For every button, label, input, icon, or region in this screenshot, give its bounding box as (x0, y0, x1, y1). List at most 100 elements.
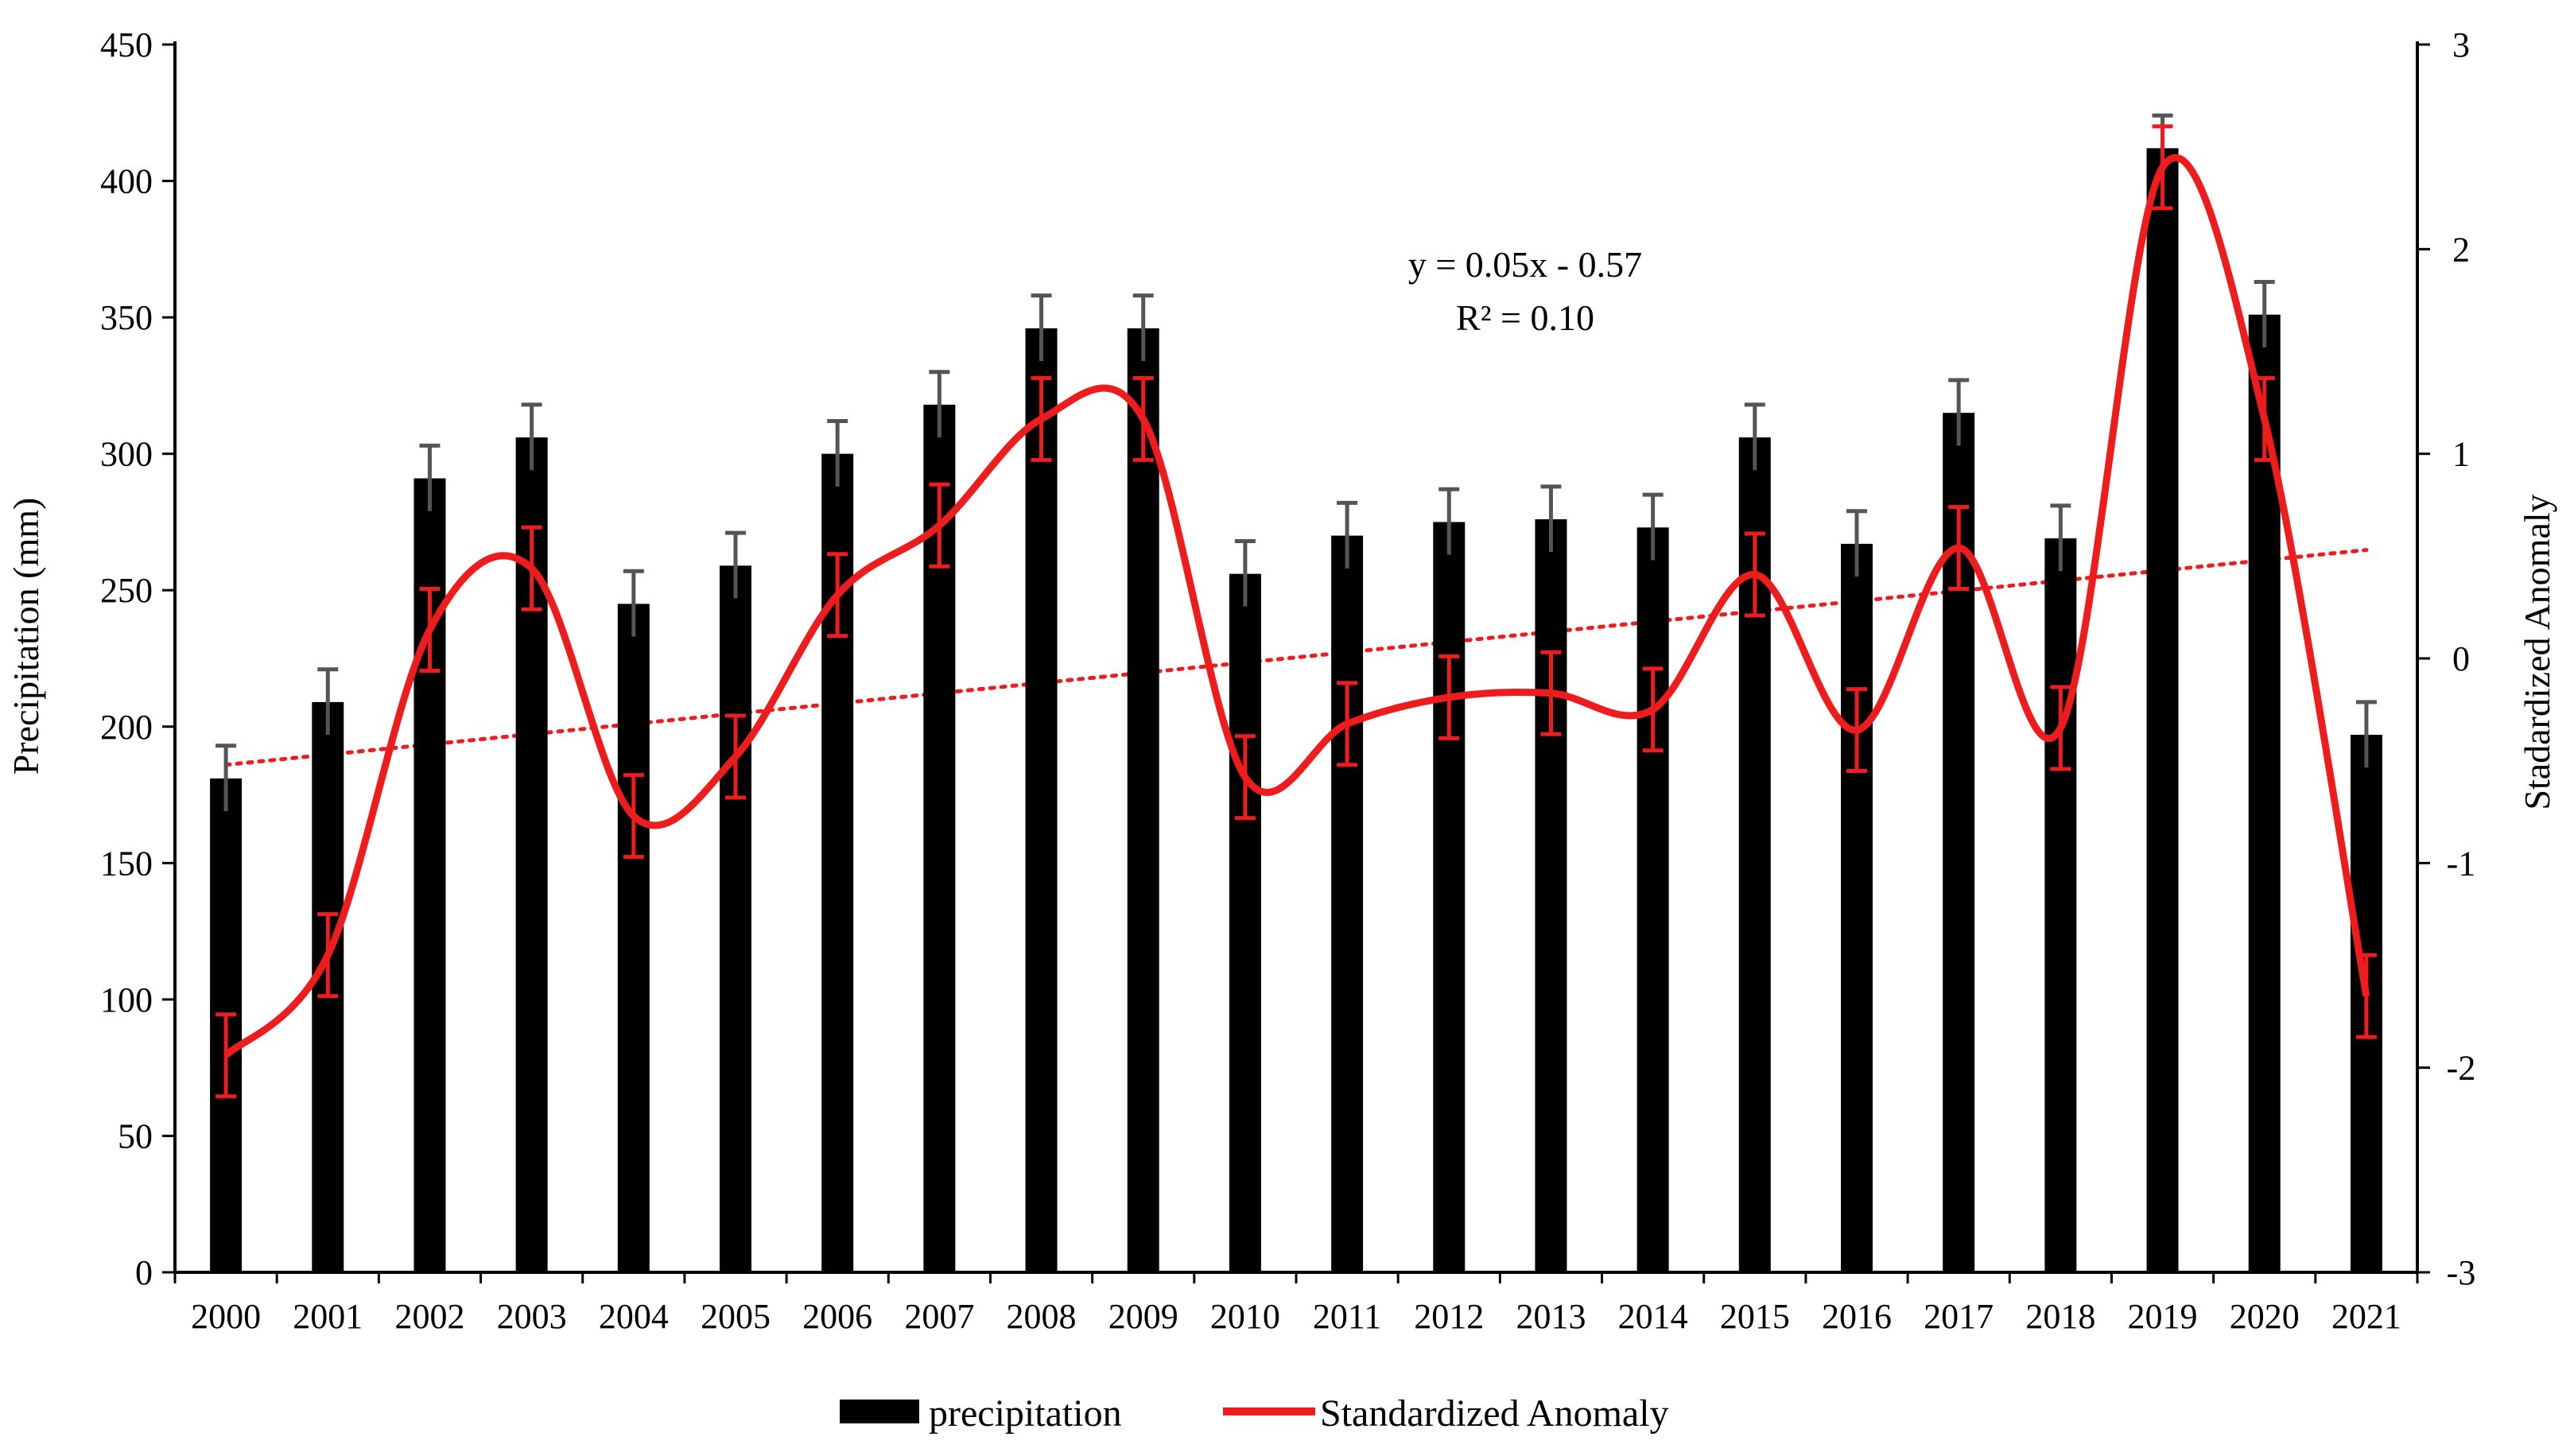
x-tick-label: 2014 (1618, 1297, 1688, 1336)
precipitation-error-bar (419, 443, 441, 511)
anomaly-error-bar (1744, 531, 1765, 618)
precipitation-error-bar (317, 667, 339, 736)
anomaly-error-bar (1948, 505, 1970, 592)
anomaly-error-bar (215, 1012, 237, 1099)
legend: precipitation Standardized Anomaly (840, 1392, 1669, 1435)
anomaly-error-bar (1438, 654, 1460, 740)
y-right-tick-label: 2 (2452, 230, 2470, 269)
x-tick-label: 2016 (1822, 1297, 1892, 1336)
y-left-tick-label: 400 (100, 162, 153, 201)
y-left-tick-label: 300 (100, 435, 153, 474)
x-tick-label: 2004 (599, 1297, 669, 1336)
precipitation-error-bar (1744, 402, 1765, 471)
y-left-tick-label: 450 (100, 25, 153, 64)
precipitation-error-bar (1132, 293, 1154, 362)
x-tick-label: 2011 (1313, 1297, 1381, 1336)
x-tick-label: 2012 (1414, 1297, 1484, 1336)
y-left-tick-label: 0 (135, 1253, 153, 1292)
x-tick-label: 2018 (2025, 1297, 2095, 1336)
anomaly-error-bar (623, 773, 644, 860)
anomaly-error-bar (2355, 953, 2377, 1039)
precipitation-error-bar (929, 370, 950, 438)
x-tick-label: 2005 (701, 1297, 771, 1336)
x-tick-label: 2009 (1108, 1297, 1178, 1336)
precipitation-bar (1025, 328, 1058, 1272)
precipitation-error-bar (725, 530, 746, 599)
anomaly-error-bar (1540, 650, 1562, 736)
precipitation-bar (1127, 328, 1159, 1272)
y-right-tick-label: -3 (2447, 1253, 2476, 1292)
y-left-tick-label: 100 (100, 980, 153, 1019)
x-tick-label: 2020 (2230, 1297, 2300, 1336)
y-left-tick-label: 50 (118, 1116, 153, 1155)
precipitation-error-bar (827, 418, 848, 487)
precipitation-error-bar (1337, 500, 1358, 569)
y-left-tick-label: 350 (100, 298, 153, 337)
precipitation-error-bar (1438, 487, 1460, 555)
precipitation-error-bar (215, 744, 237, 812)
precipitation-error-bar (521, 402, 542, 471)
anomaly-error-bar (521, 525, 542, 612)
precipitation-error-bar (1540, 484, 1562, 553)
trendline-equation: y = 0.05x - 0.57 (1408, 244, 1642, 285)
precipitation-bar (1433, 522, 1466, 1272)
x-tick-label: 2002 (394, 1297, 464, 1336)
legend-anomaly-label: Standardized Anomaly (1320, 1392, 1669, 1435)
precipitation-error-bar (2254, 280, 2275, 347)
y-right-tick-label: -2 (2447, 1049, 2476, 1088)
y-right-tick-label: -1 (2447, 844, 2476, 883)
x-tick-label: 2000 (191, 1297, 261, 1336)
x-tick-label: 2007 (904, 1297, 974, 1336)
anomaly-error-bar (419, 587, 441, 673)
anomaly-error-bar (1846, 687, 1867, 774)
x-tick-label: 2010 (1210, 1297, 1280, 1336)
x-tick-label: 2019 (2128, 1297, 2198, 1336)
precipitation-bar (617, 604, 650, 1272)
anomaly-error-bar (1642, 666, 1664, 753)
y-axis-right-title: Stadardized Anomaly (2517, 494, 2557, 810)
anomaly-error-bar (2254, 375, 2275, 462)
precipitation-error-bar (1948, 378, 1970, 446)
precipitation-error-bar (1642, 492, 1664, 561)
x-tick-label: 2015 (1720, 1297, 1790, 1336)
y-axis-left-title: Precipitation (mm) (6, 498, 46, 775)
x-tick-label: 2021 (2331, 1297, 2401, 1336)
precipitation-bar (1535, 519, 1567, 1272)
anomaly-error-bar (929, 482, 950, 569)
anomaly-line (223, 153, 2370, 1058)
anomaly-error-bar (1337, 681, 1358, 767)
anomaly-error-bar (317, 912, 339, 999)
legend-precipitation-label: precipitation (929, 1392, 1122, 1435)
anomaly-error-bar (2050, 685, 2071, 771)
precipitation-bar (1331, 535, 1364, 1272)
x-tick-label: 2006 (802, 1297, 872, 1336)
legend-precipitation-swatch (840, 1400, 919, 1423)
precipitation-bar (720, 565, 751, 1272)
y-left-tick-label: 200 (100, 708, 153, 747)
y-left-tick-label: 150 (100, 844, 153, 883)
anomaly-error-bar (1031, 375, 1052, 462)
x-tick-label: 2017 (1924, 1297, 1994, 1336)
anomaly-error-bar (827, 552, 848, 639)
precipitation-bar (1841, 543, 1873, 1272)
precipitation-error-bar (1031, 293, 1052, 362)
y-right-tick-label: 3 (2452, 25, 2470, 64)
precipitation-error-bar (1234, 538, 1256, 607)
precipitation-bar (2044, 538, 2077, 1272)
anomaly-error-bar (1132, 375, 1154, 462)
precipitation-bar (1636, 527, 1669, 1272)
y-right-tick-label: 0 (2452, 639, 2470, 678)
x-tick-label: 2008 (1007, 1297, 1077, 1336)
y-left-tick-label: 250 (100, 571, 153, 610)
trendline-r-squared: R² = 0.10 (1456, 297, 1594, 338)
x-tick-label: 2001 (293, 1297, 363, 1336)
precipitation-error-bar (2355, 700, 2377, 768)
precipitation-bar (1229, 573, 1261, 1272)
precipitation-error-bar (623, 569, 644, 637)
precipitation-error-bar (1846, 509, 1867, 577)
anomaly-trendline (223, 548, 2369, 767)
anomaly-error-bar (1234, 734, 1256, 821)
precipitation-bar (2146, 148, 2179, 1273)
